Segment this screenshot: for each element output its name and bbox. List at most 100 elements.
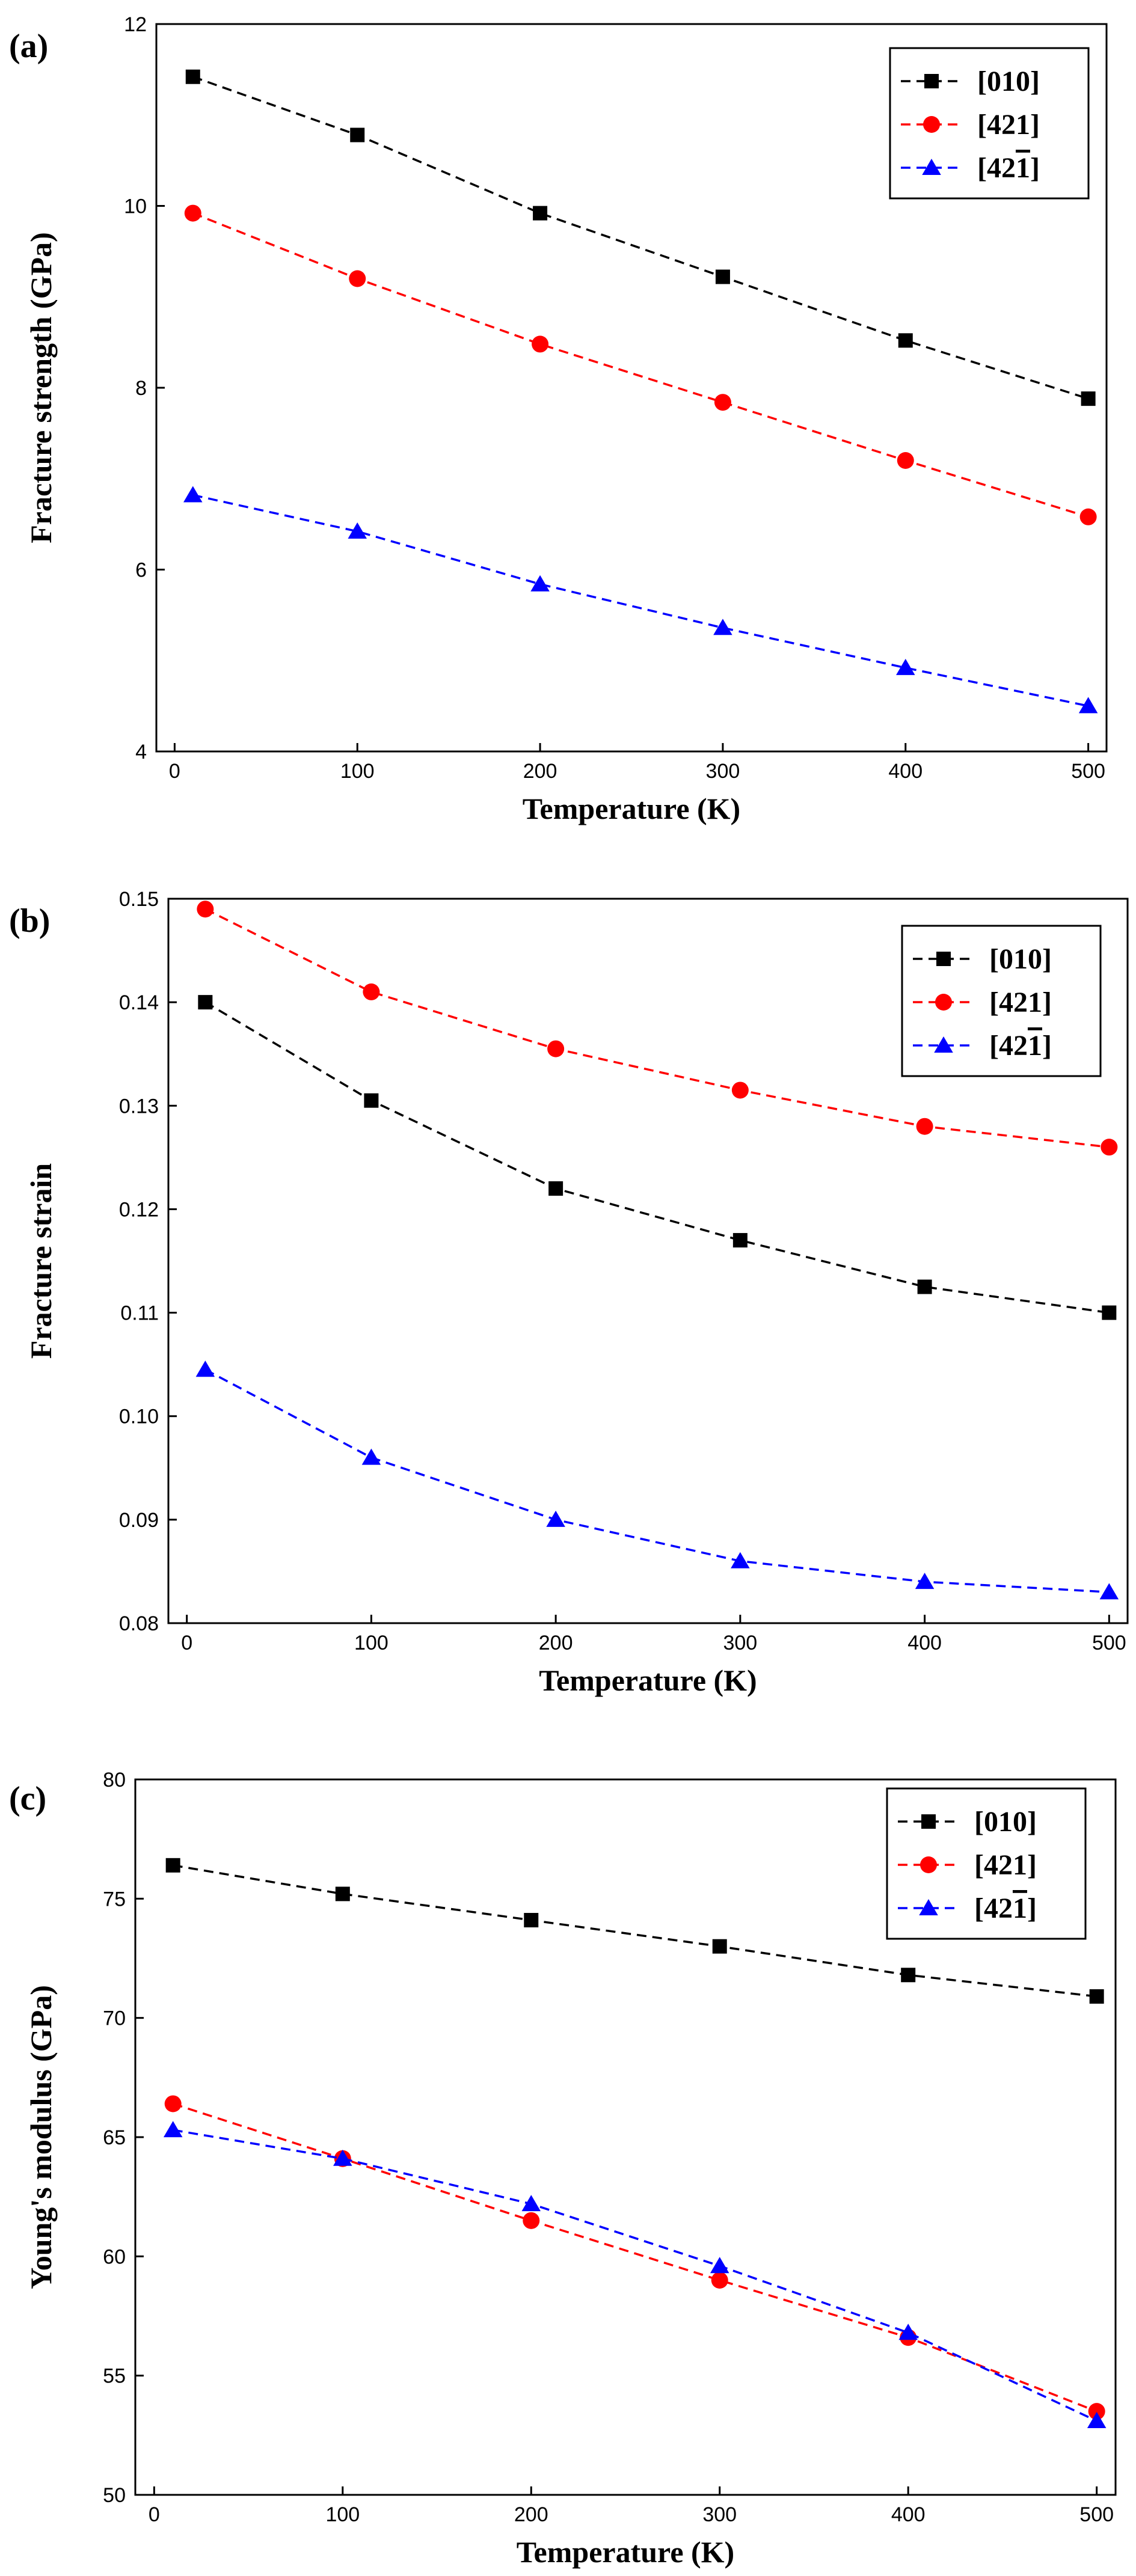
x-tick-label: 100 [340, 760, 375, 783]
data-point-010 [524, 1913, 539, 1928]
data-point-42-1bar [898, 2324, 918, 2340]
y-tick-label: 8 [135, 377, 147, 400]
y-tick-label: 60 [103, 2245, 126, 2268]
legend-item-010: [010] [901, 66, 1040, 97]
legend-label-42-1bar: [421] [977, 152, 1040, 184]
y-axis-label: Young's modulus (GPa) [24, 1985, 58, 2289]
series-line-421 [192, 212, 1089, 518]
series-line-42-1bar [173, 2129, 1098, 2422]
data-point-421 [1079, 508, 1097, 525]
x-tick-label: 200 [523, 760, 557, 783]
data-point-010 [165, 1858, 180, 1873]
y-tick-label: 0.13 [119, 1095, 159, 1118]
x-tick-label: 500 [1071, 760, 1105, 783]
data-point-010 [548, 1181, 563, 1196]
panel-label: (b) [9, 902, 50, 940]
data-point-42-1bar [1099, 1583, 1119, 1600]
data-point-42-1bar [731, 1552, 750, 1568]
legend-marker-010 [924, 74, 939, 88]
legend-label-421: [421] [974, 1849, 1037, 1881]
data-point-42-1bar [348, 522, 367, 539]
y-tick-label: 50 [103, 2484, 126, 2507]
data-point-010 [917, 1279, 932, 1294]
legend-label-42-1bar: [421] [974, 1892, 1037, 1924]
y-tick-label: 0.14 [119, 991, 159, 1014]
y-tick-label: 12 [124, 13, 147, 36]
data-point-42-1bar [530, 575, 550, 592]
chart-panel-2: 0 100 200 300 400 500 0.08 0.09 0.10 0.11 0.12 0.13… [9, 888, 1129, 1697]
y-axis-label: Fracture strength (GPa) [24, 232, 58, 543]
data-point-42-1bar [710, 2257, 729, 2274]
x-tick-label: 300 [723, 1632, 757, 1654]
data-point-421 [1088, 2403, 1105, 2420]
series-421 [197, 901, 1118, 1156]
legend-marker-421 [920, 1856, 937, 1873]
x-tick-label: 500 [1079, 2503, 1114, 2526]
data-point-421 [711, 2272, 728, 2289]
series-010 [185, 69, 1096, 406]
data-point-42-1bar [163, 2121, 183, 2138]
data-point-421 [532, 335, 549, 353]
y-tick-label: 0.10 [119, 1406, 159, 1428]
data-point-42-1bar [1087, 2412, 1107, 2429]
legend-item-42-1bar: [421] [901, 152, 1040, 184]
data-point-421 [547, 1040, 565, 1057]
data-point-42-1bar [1078, 697, 1098, 714]
data-point-421 [897, 452, 914, 469]
data-point-010 [533, 206, 548, 221]
data-point-421 [197, 901, 214, 918]
x-axis-label: Temperature (K) [523, 792, 740, 825]
data-point-421 [916, 1118, 933, 1135]
data-point-010 [198, 995, 213, 1010]
legend-item-010: [010] [913, 943, 1052, 975]
x-tick-label: 400 [907, 1632, 942, 1654]
legend: [010] [421] [421] [886, 1787, 1087, 1940]
series-010 [165, 1858, 1104, 2004]
series-42-1bar [163, 2121, 1107, 2429]
data-point-010 [898, 333, 913, 348]
x-tick-label: 0 [149, 2503, 160, 2526]
data-point-42-1bar [521, 2195, 541, 2212]
plot-frame [167, 898, 1129, 1624]
legend-item-421: [421] [913, 987, 1052, 1018]
data-point-421 [1101, 1139, 1118, 1156]
x-tick-label: 200 [539, 1632, 573, 1654]
data-point-010 [364, 1093, 379, 1108]
y-tick-label: 0.15 [119, 888, 159, 911]
legend-item-010: [010] [898, 1806, 1037, 1838]
data-point-010 [1089, 1989, 1104, 2004]
legend-item-421: [421] [901, 109, 1040, 141]
legend-marker-010 [921, 1814, 936, 1829]
y-tick-label: 80 [103, 1769, 126, 1791]
chart-panel-1: 0 100 200 300 400 500 4 6 8 10 12 Temperature (K) Fr… [9, 13, 1108, 825]
data-point-010 [715, 269, 730, 284]
x-tick-label: 200 [514, 2503, 548, 2526]
data-point-42-1bar [333, 2149, 352, 2166]
y-tick-label: 0.08 [119, 1612, 159, 1635]
series-010 [198, 995, 1117, 1320]
legend-item-42-1bar: [421] [898, 1892, 1037, 1924]
legend-marker-42-1bar [919, 1899, 938, 1915]
legend-item-42-1bar: [421] [913, 1030, 1052, 1062]
data-point-42-1bar [713, 619, 732, 635]
legend-label-010: [010] [977, 66, 1040, 97]
data-point-010 [350, 127, 365, 142]
data-point-010 [185, 69, 200, 84]
series-421 [164, 2095, 1105, 2420]
x-tick-label: 300 [702, 2503, 737, 2526]
legend-label-421: [421] [977, 109, 1040, 141]
panel-label: (c) [9, 1780, 46, 1817]
series-42-1bar [195, 1360, 1119, 1600]
legend-marker-421 [923, 116, 940, 133]
x-tick-label: 400 [888, 760, 923, 783]
legend-marker-010 [936, 952, 951, 966]
y-tick-label: 70 [103, 2007, 126, 2030]
legend-marker-421 [935, 994, 952, 1011]
data-point-010 [712, 1939, 727, 1954]
data-point-010 [732, 1233, 748, 1248]
y-tick-label: 10 [124, 195, 147, 218]
panel-label: (a) [9, 28, 48, 65]
x-tick-label: 0 [169, 760, 180, 783]
data-point-42-1bar [195, 1360, 215, 1377]
series-line-010 [204, 1001, 1110, 1314]
